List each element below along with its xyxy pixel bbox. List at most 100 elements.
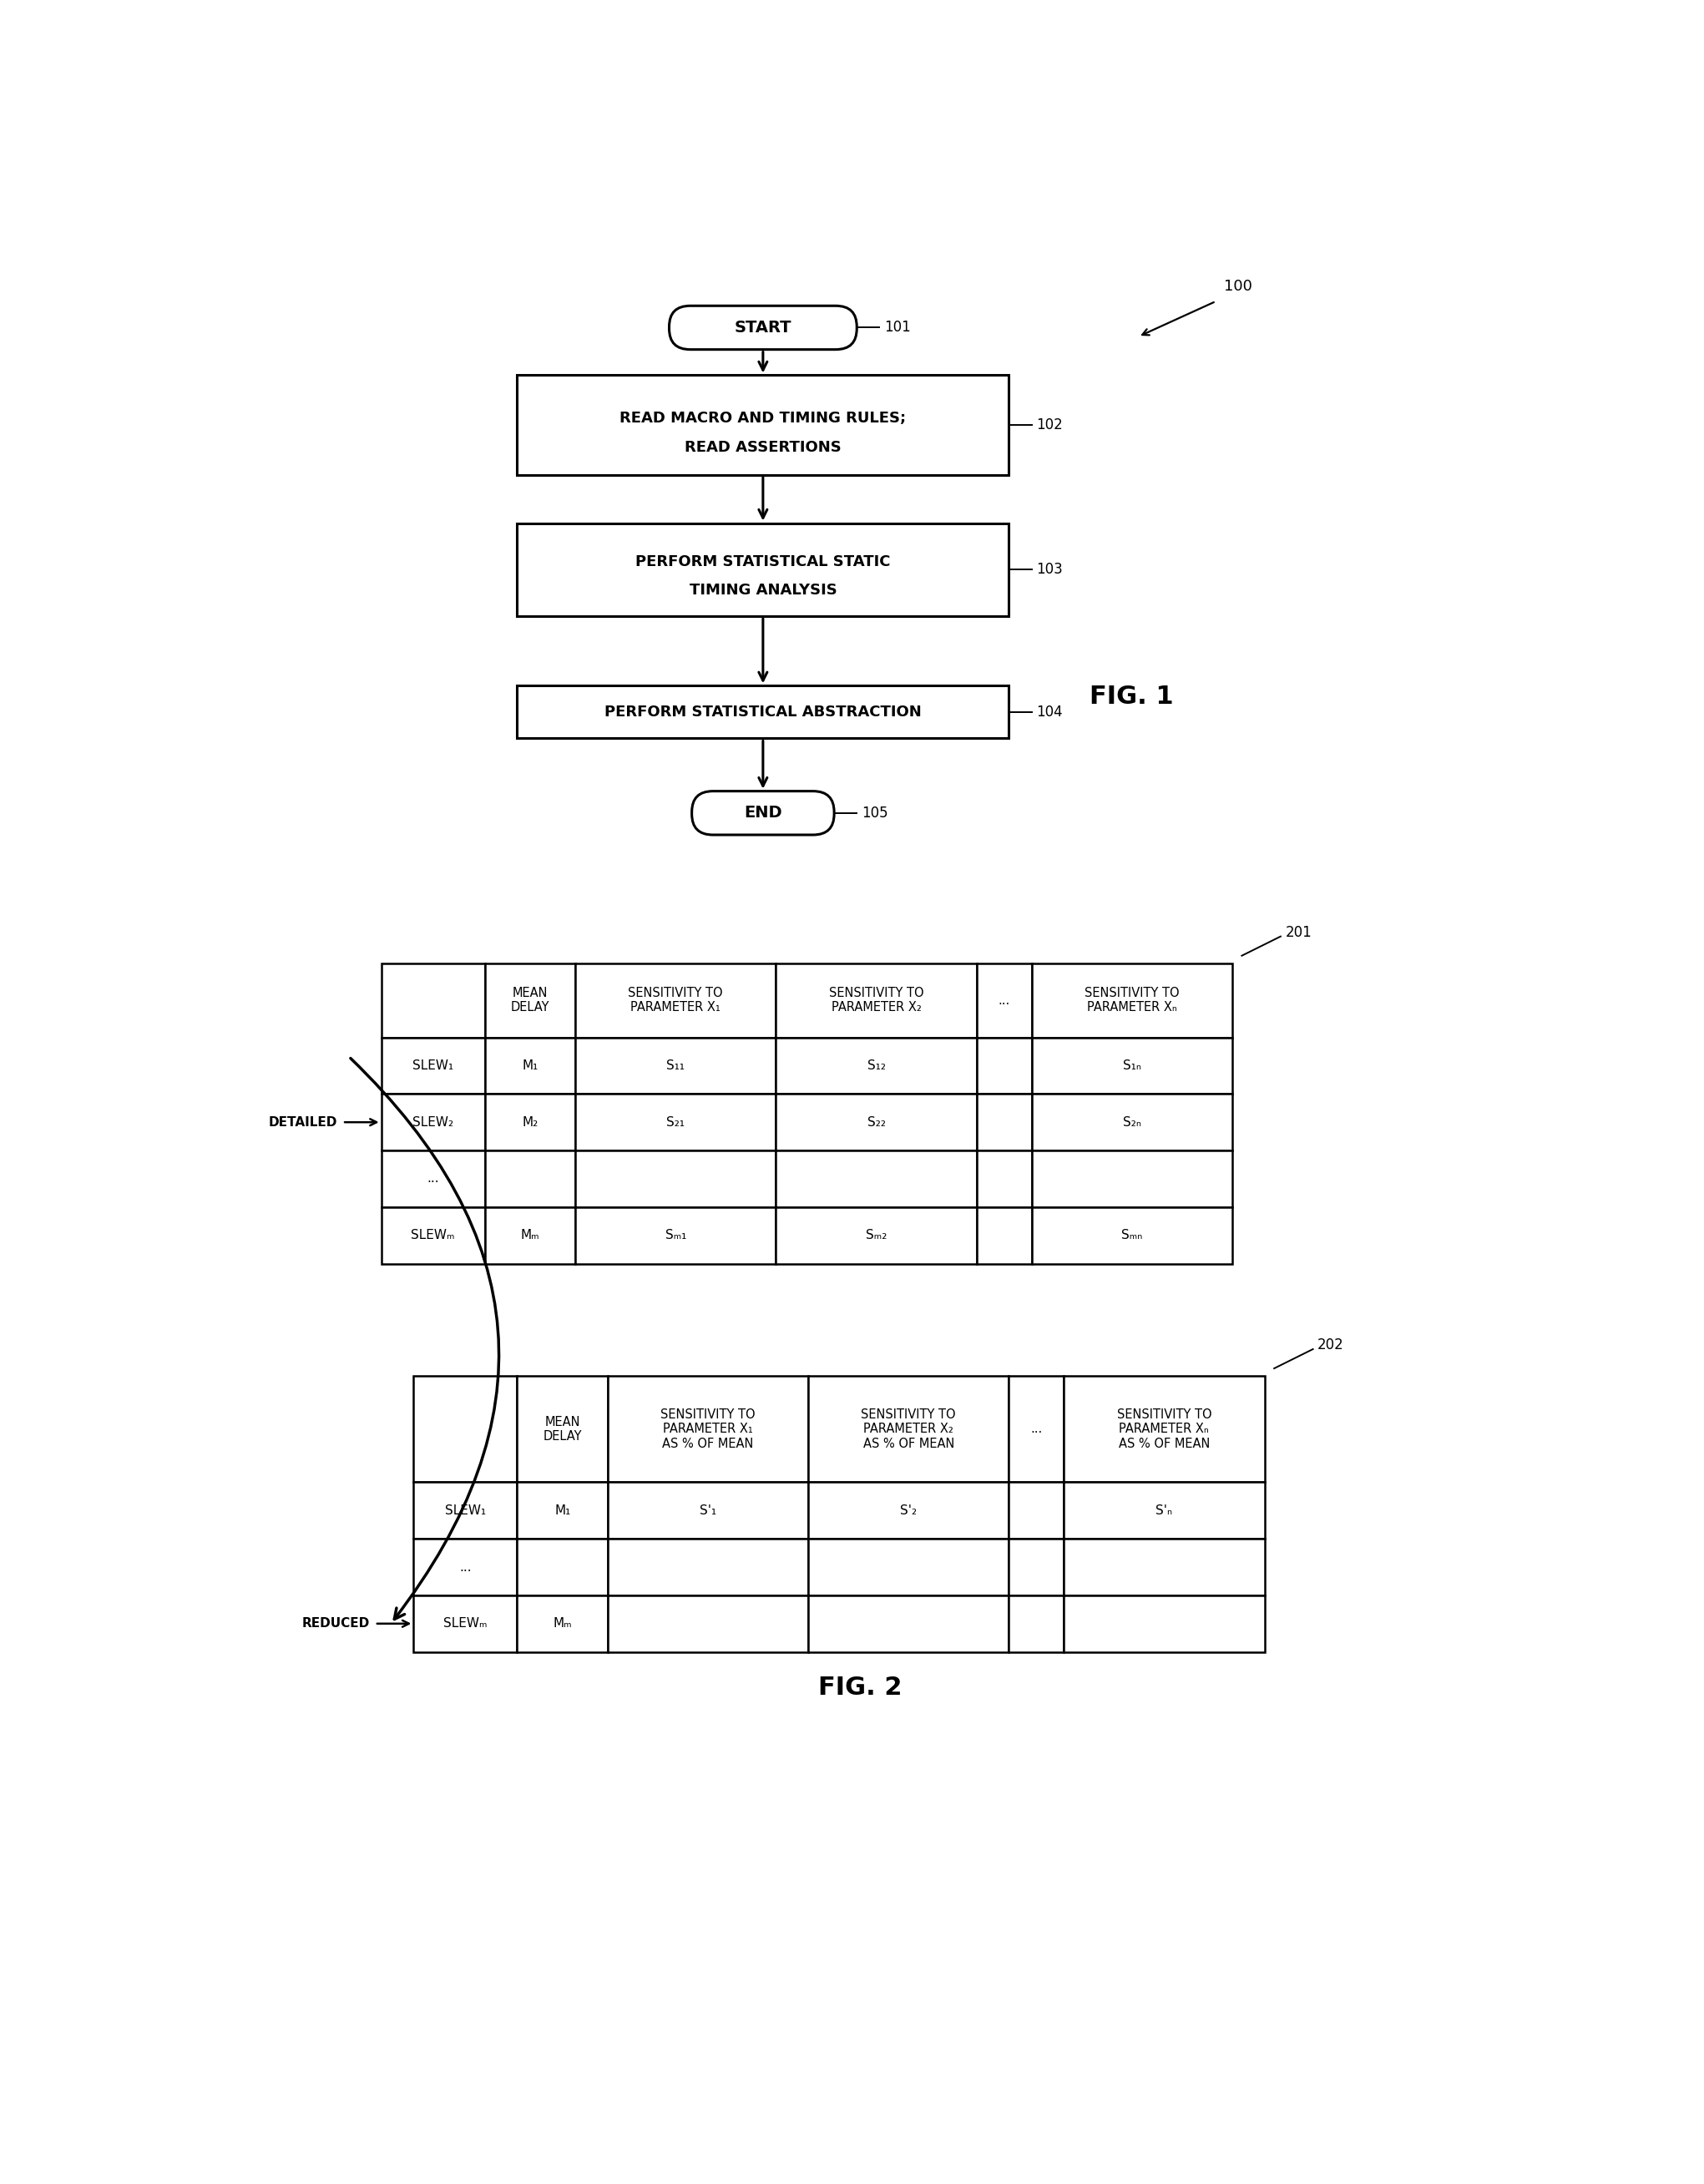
Bar [1031,1151,1232,1208]
Text: SLEW₁: SLEW₁ [445,1505,486,1516]
Bar [1031,963,1232,1037]
Bar [808,1376,1009,1483]
Text: FIG. 1: FIG. 1 [1091,684,1174,710]
Bar [976,1208,1031,1265]
Bar [484,1037,576,1094]
Bar [775,1037,976,1094]
Text: S₁₂: S₁₂ [867,1059,886,1072]
Text: M₁: M₁ [521,1059,538,1072]
Bar [516,376,1009,474]
Text: S'ₙ: S'ₙ [1155,1505,1172,1516]
Text: 101: 101 [884,321,910,334]
Text: START: START [734,319,792,336]
Text: S'₁: S'₁ [700,1505,716,1516]
Bar [976,963,1031,1037]
Text: S₂₁: S₂₁ [666,1116,685,1129]
Text: SENSITIVITY TO
PARAMETER X₁
AS % OF MEAN: SENSITIVITY TO PARAMETER X₁ AS % OF MEAN [661,1409,755,1450]
Bar [382,963,484,1037]
Bar [576,1037,775,1094]
Bar [414,1376,516,1483]
Text: READ ASSERTIONS: READ ASSERTIONS [685,439,842,454]
Bar [808,1483,1009,1540]
Text: S₂ₙ: S₂ₙ [1123,1116,1142,1129]
Text: REDUCED: REDUCED [302,1618,370,1629]
Bar [1009,1594,1063,1651]
Bar [808,1594,1009,1651]
Text: M₁: M₁ [554,1505,571,1516]
Bar [576,1151,775,1208]
Bar [1009,1483,1063,1540]
Bar [775,963,976,1037]
Bar [775,1151,976,1208]
Text: Sₘₙ: Sₘₙ [1121,1230,1142,1243]
Bar [608,1594,808,1651]
Text: Mₘ: Mₘ [554,1618,573,1629]
Text: 103: 103 [1036,561,1063,577]
Bar [1063,1483,1264,1540]
Bar [1031,1037,1232,1094]
Bar [414,1594,516,1651]
Bar [1063,1594,1264,1651]
Bar [976,1094,1031,1151]
Text: READ MACRO AND TIMING RULES;: READ MACRO AND TIMING RULES; [620,411,907,426]
Text: END: END [745,806,782,821]
Bar [484,963,576,1037]
Text: 201: 201 [1285,926,1312,939]
Bar [516,1376,608,1483]
Text: FIG. 2: FIG. 2 [818,1675,901,1699]
Text: SLEWₘ: SLEWₘ [443,1618,487,1629]
Bar [1009,1540,1063,1594]
Bar [808,1540,1009,1594]
Bar [382,1151,484,1208]
Text: 105: 105 [861,806,888,821]
Text: SLEW₁: SLEW₁ [412,1059,453,1072]
Text: 102: 102 [1036,417,1063,432]
Text: S'₂: S'₂ [900,1505,917,1516]
Bar [576,963,775,1037]
Bar [516,686,1009,738]
Bar [976,1151,1031,1208]
Text: SENSITIVITY TO
PARAMETER Xₙ: SENSITIVITY TO PARAMETER Xₙ [1084,987,1179,1013]
Bar [516,1594,608,1651]
Text: ...: ... [460,1562,472,1572]
Text: SLEWₘ: SLEWₘ [411,1230,455,1243]
Text: PERFORM STATISTICAL STATIC: PERFORM STATISTICAL STATIC [636,555,891,570]
Text: SENSITIVITY TO
PARAMETER X₁: SENSITIVITY TO PARAMETER X₁ [629,987,722,1013]
Bar [1031,1208,1232,1265]
Bar [1009,1376,1063,1483]
FancyBboxPatch shape [670,306,857,349]
Text: ...: ... [428,1173,440,1186]
Text: 100: 100 [1223,280,1252,293]
Bar [414,1483,516,1540]
Text: Sₘ₂: Sₘ₂ [866,1230,886,1243]
Text: 104: 104 [1036,705,1062,719]
Bar [1063,1376,1264,1483]
Text: S₂₂: S₂₂ [867,1116,886,1129]
Bar [516,524,1009,616]
Bar [576,1208,775,1265]
Bar [775,1094,976,1151]
Text: SLEW₂: SLEW₂ [412,1116,453,1129]
Bar [414,1540,516,1594]
Text: MEAN
DELAY: MEAN DELAY [511,987,549,1013]
Text: TIMING ANALYSIS: TIMING ANALYSIS [688,583,837,598]
Text: 202: 202 [1317,1339,1344,1352]
Bar [484,1208,576,1265]
Bar [382,1208,484,1265]
Bar [608,1483,808,1540]
Bar [1031,1094,1232,1151]
Bar [516,1540,608,1594]
Bar [775,1208,976,1265]
Text: DETAILED: DETAILED [269,1116,337,1129]
Bar [382,1094,484,1151]
Bar [976,1037,1031,1094]
Text: SENSITIVITY TO
PARAMETER Xₙ
AS % OF MEAN: SENSITIVITY TO PARAMETER Xₙ AS % OF MEAN [1116,1409,1212,1450]
Text: ...: ... [999,994,1010,1007]
Text: PERFORM STATISTICAL ABSTRACTION: PERFORM STATISTICAL ABSTRACTION [605,705,922,719]
Bar [382,1037,484,1094]
Bar [484,1151,576,1208]
Bar [608,1540,808,1594]
Bar [516,1483,608,1540]
Text: MEAN
DELAY: MEAN DELAY [544,1415,581,1444]
Text: ...: ... [1031,1424,1043,1435]
